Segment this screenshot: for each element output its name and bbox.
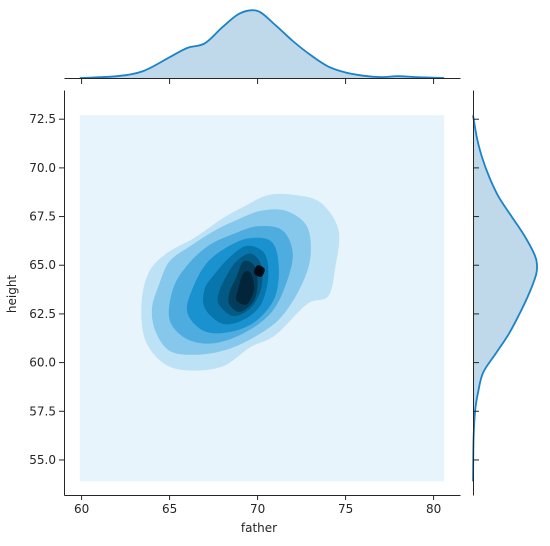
joint-kde-axes: 60 65 70 75 80 55.0 57.5 60.0 62.5 65.0 67.5 70.0 7… <box>5 90 461 535</box>
y-axis-ticks: 55.0 57.5 60.0 62.5 65.0 67.5 70.0 72.5 <box>29 112 64 467</box>
y-tick-label: 65.0 <box>29 258 56 272</box>
marginal-x-density-area <box>79 10 445 79</box>
kde-contour-level-9 <box>254 265 265 278</box>
kde-contour-level-8 <box>235 271 255 305</box>
x-axis-label: father <box>241 521 277 535</box>
y-tick-label: 67.5 <box>29 210 56 224</box>
x-tick-label: 60 <box>74 502 89 516</box>
x-axis-ticks: 60 65 70 75 80 <box>74 495 441 516</box>
x-tick-label: 80 <box>426 502 441 516</box>
y-axis-label: height <box>5 275 19 314</box>
y-tick-label: 72.5 <box>29 112 56 126</box>
x-tick-label: 70 <box>250 502 265 516</box>
x-tick-label: 65 <box>162 502 177 516</box>
y-tick-label: 70.0 <box>29 161 56 175</box>
marginal-x-kde <box>64 9 461 84</box>
y-tick-label: 55.0 <box>29 453 56 467</box>
y-tick-label: 62.5 <box>29 307 56 321</box>
marginal-y-density-area <box>473 115 538 482</box>
marginal-x-density-line <box>79 9 445 79</box>
x-tick-label: 75 <box>338 502 353 516</box>
marginal-y-density-line <box>472 115 539 482</box>
marginal-y-kde <box>472 90 539 496</box>
kde-contours <box>79 115 445 482</box>
y-tick-label: 60.0 <box>29 356 56 370</box>
y-tick-label: 57.5 <box>29 404 56 418</box>
